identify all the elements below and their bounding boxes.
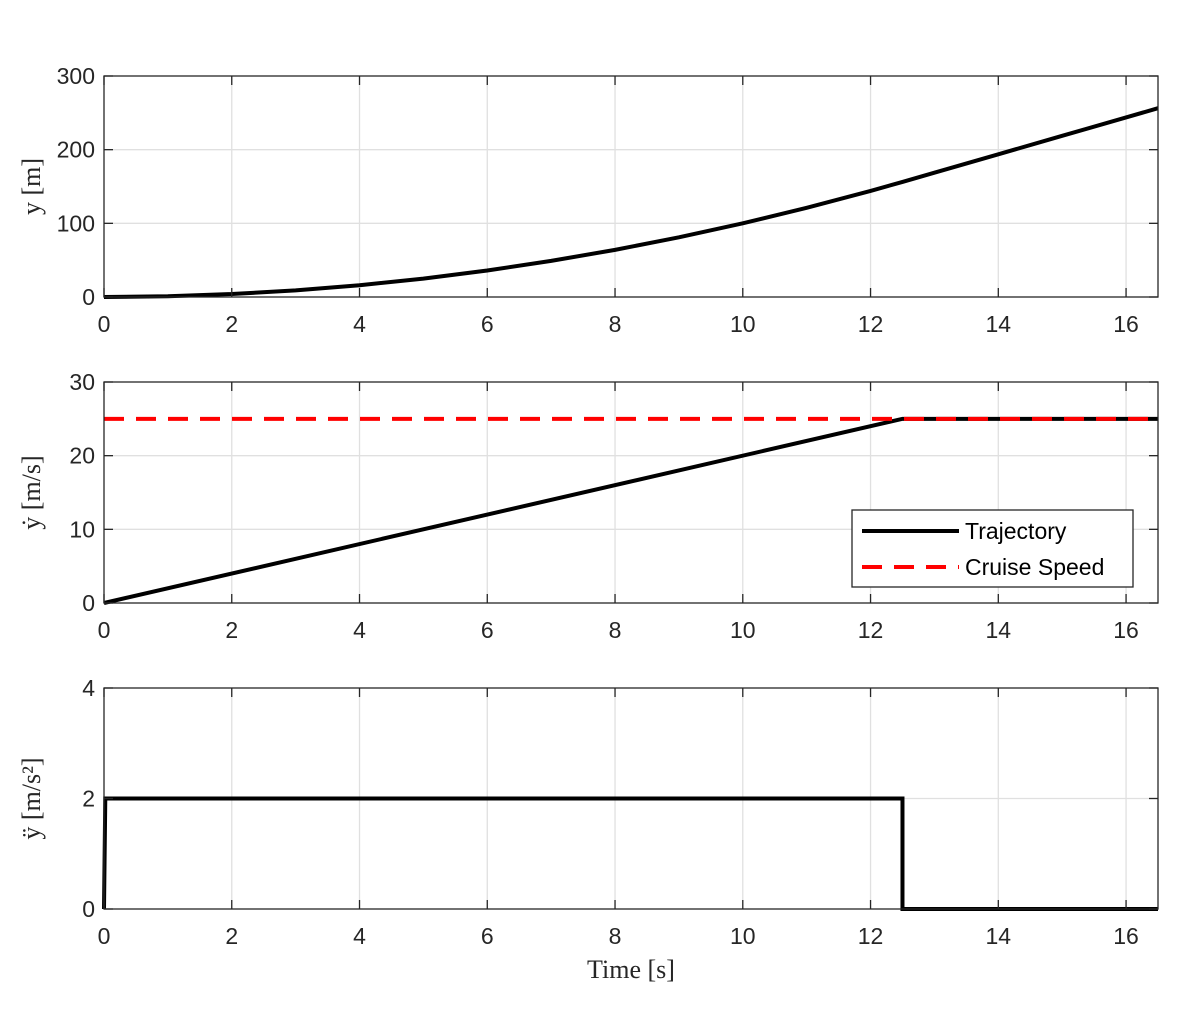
position-subplot: 0 2 4 6 8 10 12 14 16 0 100 200 300 y [m] [17, 63, 1159, 337]
position-xtick-label-5: 10 [730, 311, 756, 337]
acceleration-xtick-label-7: 14 [986, 923, 1012, 949]
acceleration-xtick-label-2: 4 [353, 923, 366, 949]
velocity-legend: Trajectory Cruise Speed [851, 509, 1134, 588]
acceleration-xtick-label-8: 16 [1113, 923, 1139, 949]
acceleration-xtick-label-3: 6 [481, 923, 494, 949]
velocity-y-axis-label: ẏ [m/s] [17, 455, 46, 529]
velocity-xtick-label-6: 12 [858, 617, 884, 643]
acceleration-subplot: 0 2 4 6 8 10 12 14 16 0 2 4 ÿ [m/s²] Time [s] [17, 675, 1159, 984]
position-xtick-label-7: 14 [986, 311, 1012, 337]
position-xtick-label-8: 16 [1113, 311, 1139, 337]
velocity-ytick-label-3: 30 [69, 369, 95, 395]
acceleration-x-axis-label: Time [s] [587, 955, 675, 984]
position-axes-box [103, 75, 1159, 298]
velocity-xtick-label-0: 0 [98, 617, 111, 643]
velocity-xtick-label-1: 2 [225, 617, 238, 643]
velocity-ytick-label-2: 20 [69, 443, 95, 469]
velocity-xtick-label-4: 8 [609, 617, 622, 643]
velocity-xtick-label-5: 10 [730, 617, 756, 643]
acceleration-ytick-label-1: 2 [82, 786, 95, 812]
velocity-ytick-label-0: 0 [82, 590, 95, 616]
position-ytick-label-0: 0 [82, 284, 95, 310]
acceleration-xtick-label-5: 10 [730, 923, 756, 949]
velocity-xtick-label-2: 4 [353, 617, 366, 643]
acceleration-ytick-label-2: 4 [82, 675, 95, 701]
velocity-xtick-label-8: 16 [1113, 617, 1139, 643]
acceleration-xtick-label-4: 8 [609, 923, 622, 949]
acceleration-xtick-label-6: 12 [858, 923, 884, 949]
position-xtick-label-0: 0 [98, 311, 111, 337]
velocity-xtick-label-3: 6 [481, 617, 494, 643]
acceleration-xtick-label-1: 2 [225, 923, 238, 949]
position-plot-area [104, 76, 1158, 297]
position-xtick-label-4: 8 [609, 311, 622, 337]
velocity-axes-box [103, 381, 1159, 604]
position-series-0 [103, 106, 1159, 299]
velocity-subplot: 0 2 4 6 8 10 12 14 16 0 10 20 30 ẏ [m/s] Trajectory Cru… [17, 369, 1159, 643]
position-ytick-label-2: 200 [57, 137, 95, 163]
position-ytick-label-3: 300 [57, 63, 95, 89]
velocity-legend-box [851, 509, 1134, 588]
velocity-legend-label-0: Trajectory [965, 518, 1067, 544]
position-xtick-label-3: 6 [481, 311, 494, 337]
velocity-legend-label-1: Cruise Speed [965, 554, 1104, 580]
acceleration-xtick-label-0: 0 [98, 923, 111, 949]
position-xtick-label-6: 12 [858, 311, 884, 337]
position-y-axis-label: y [m] [17, 158, 46, 215]
acceleration-ytick-label-0: 0 [82, 896, 95, 922]
position-xtick-label-1: 2 [225, 311, 238, 337]
position-ytick-label-1: 100 [57, 210, 95, 236]
velocity-ytick-label-1: 10 [69, 516, 95, 542]
acceleration-y-axis-label: ÿ [m/s²] [17, 757, 46, 839]
velocity-xtick-label-7: 14 [986, 617, 1012, 643]
position-xtick-label-2: 4 [353, 311, 366, 337]
